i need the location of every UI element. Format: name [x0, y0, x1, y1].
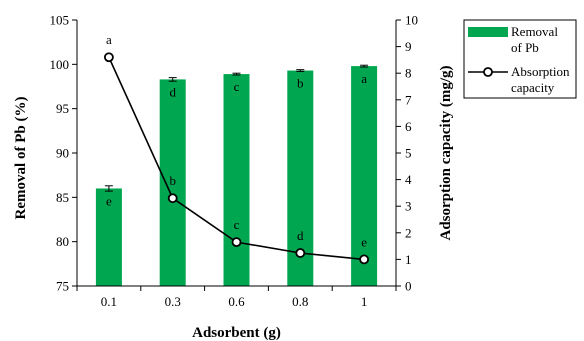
- y-right-tick-label: 5: [405, 146, 412, 161]
- legend-label-capacity-1: Absorption: [511, 64, 570, 79]
- y-right-tick-label: 3: [405, 199, 412, 214]
- y-left-tick-label: 75: [56, 279, 69, 294]
- point-letter: c: [234, 217, 240, 232]
- bar-1: [351, 66, 378, 287]
- y-right-tick-label: 0: [405, 279, 412, 294]
- bar-letter: a: [361, 71, 367, 86]
- legend-swatch-bar: [468, 27, 508, 37]
- legend-label-removal-2: of Pb: [511, 40, 539, 55]
- y-left-tick-label: 80: [56, 234, 69, 249]
- y-left-tick-label: 85: [56, 190, 69, 205]
- x-tick-label: 0.6: [228, 294, 245, 309]
- y-right-tick-label: 9: [405, 39, 412, 54]
- bar-letter: b: [297, 76, 304, 91]
- y-right-tick-label: 6: [405, 119, 412, 134]
- x-tick-label: 0.8: [292, 294, 308, 309]
- bar-letter: d: [169, 84, 176, 99]
- bar-0.3: [159, 79, 186, 286]
- y-right-axis-title: Adsorption capacity (mg/g): [438, 66, 454, 241]
- bar-letter: c: [234, 79, 240, 94]
- bar-letter: e: [106, 193, 112, 208]
- x-tick-label: 0.3: [165, 294, 181, 309]
- y-left-tick-label: 100: [50, 57, 70, 72]
- y-right-tick-label: 8: [405, 66, 412, 81]
- capacity-point-0.6: [231, 237, 242, 248]
- point-letter: a: [106, 32, 112, 47]
- y-left-axis-title: Removal of Pb (%): [13, 97, 29, 220]
- capacity-point-0.1: [104, 52, 114, 63]
- legend-label-removal-1: Removal: [511, 24, 558, 39]
- point-letter: d: [297, 228, 304, 243]
- bar-0.1: [95, 188, 122, 286]
- y-right-tick-label: 1: [405, 252, 412, 267]
- y-left-tick-label: 90: [56, 146, 69, 161]
- x-axis-title: Adsorbent (g): [192, 325, 281, 341]
- capacity-point-0.3: [167, 193, 178, 204]
- legend-label-capacity-2: capacity: [511, 80, 555, 95]
- capacity-point-0.8: [295, 248, 306, 258]
- bars-layer: e d c b a: [95, 64, 378, 287]
- point-letter: e: [361, 234, 367, 249]
- y-right-tick-label: 4: [405, 172, 412, 187]
- y-left-tick-label: 105: [50, 13, 70, 28]
- y-right-tick-label: 2: [405, 225, 412, 240]
- point-letter: b: [169, 173, 176, 188]
- legend-swatch-marker: [483, 67, 493, 77]
- axes-layer: 75 80 85 90 95 100 105 0 1 2 3 4 5 6 7 8 9 10 0.1 0.3 0.6 0.8…: [13, 13, 454, 341]
- y-left-tick-label: 95: [56, 101, 69, 116]
- y-right-tick-label: 7: [405, 92, 412, 107]
- capacity-point-1: [359, 254, 370, 265]
- x-tick-label: 1: [361, 294, 368, 309]
- y-right-tick-label: 10: [405, 13, 418, 28]
- x-tick-label: 0.1: [101, 294, 117, 309]
- line-layer: a b c d e: [104, 32, 370, 265]
- bar-0.6: [223, 74, 250, 286]
